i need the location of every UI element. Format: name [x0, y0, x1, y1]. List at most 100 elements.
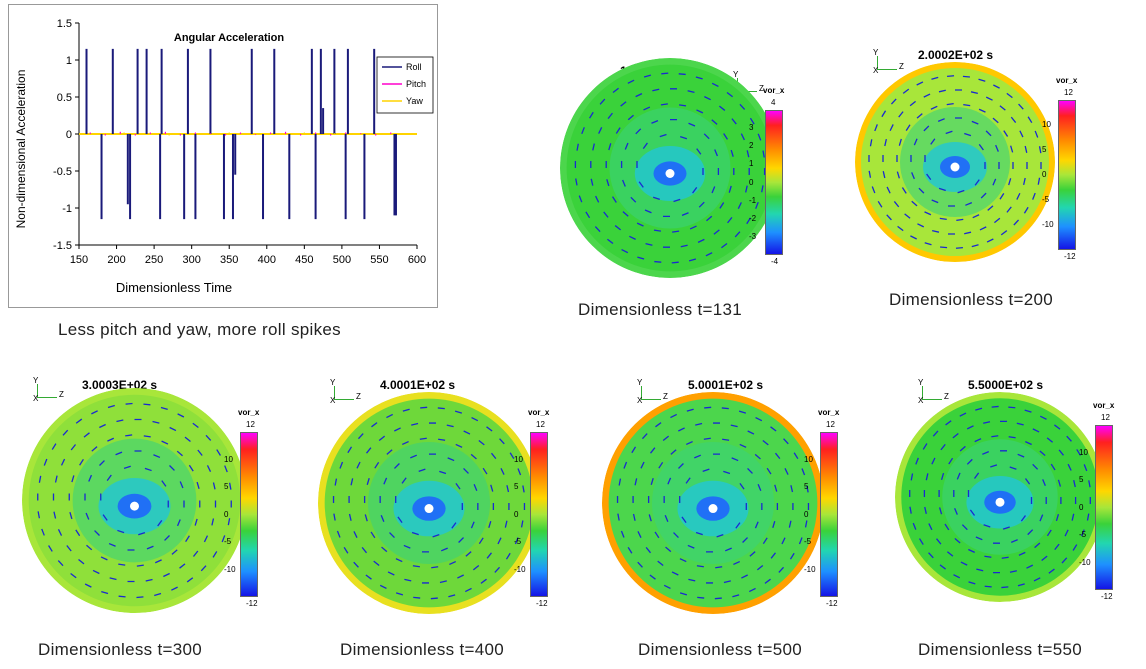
colorbar-tick-label: -10 [514, 564, 526, 574]
velocity-arrow [946, 102, 954, 106]
velocity-arrow [1019, 130, 1024, 138]
velocity-arrow [1017, 583, 1025, 587]
x-tick-label: 400 [258, 254, 276, 266]
velocity-arrow [575, 178, 578, 186]
velocity-arrow [1050, 463, 1056, 471]
velocity-arrow [176, 519, 181, 527]
velocity-arrow [589, 111, 594, 119]
velocity-arrow [482, 467, 488, 475]
velocity-arrow [200, 565, 207, 572]
velocity-arrow [940, 472, 945, 481]
colorbar [820, 432, 838, 597]
velocity-arrow [724, 547, 732, 552]
velocity-arrow [164, 535, 170, 541]
colorbar-tick-label: 12 [1101, 413, 1110, 422]
velocity-arrow [585, 211, 591, 219]
velocity-arrow [687, 90, 695, 93]
velocity-arrow [781, 537, 786, 545]
velocity-arrow [772, 520, 776, 529]
velocity-arrow [57, 560, 64, 567]
velocity-arrow [169, 465, 175, 471]
axis-y-letter: Y [33, 376, 39, 385]
y-tick-label: 1 [66, 55, 72, 67]
colorbar-tick-label: 0 [749, 177, 754, 187]
panel-caption: Dimensionless t=550 [918, 640, 1082, 659]
velocity-arrow [185, 535, 190, 543]
velocity-arrow [1088, 480, 1091, 488]
velocity-arrow [644, 209, 652, 214]
velocity-arrow [648, 514, 652, 522]
velocity-arrow [615, 127, 621, 134]
y-axis-label: Non-dimensional Acceleration [14, 70, 28, 229]
velocity-arrow [380, 514, 385, 522]
velocity-arrow [179, 481, 184, 489]
velocity-arrow [685, 440, 693, 446]
velocity-arrow [418, 468, 426, 472]
colorbar-tick-label: -12 [246, 599, 258, 608]
velocity-arrow [696, 565, 704, 568]
axis-z-letter: Z [356, 392, 361, 401]
velocity-arrow [715, 566, 723, 569]
velocity-arrow [430, 597, 438, 600]
velocity-arrow [928, 523, 933, 531]
legend-label-roll: Roll [406, 62, 422, 72]
velocity-arrow [463, 430, 471, 435]
colorbar-tick-label: 12 [246, 420, 255, 429]
velocity-arrow [455, 443, 463, 448]
velocity-arrow [1020, 515, 1027, 522]
velocity-arrow [916, 113, 923, 119]
velocity-arrow [718, 105, 726, 111]
velocity-arrow [1083, 464, 1088, 472]
velocity-arrow [979, 226, 987, 231]
chart-caption: Less pitch and yaw, more roll spikes [58, 320, 341, 339]
velocity-arrow [1024, 478, 1031, 485]
velocity-arrow [913, 138, 918, 146]
velocity-arrow [192, 422, 199, 429]
velocity-arrow [711, 82, 719, 88]
velocity-arrow [739, 103, 746, 110]
velocity-arrow [1046, 437, 1054, 443]
velocity-arrow [196, 481, 200, 490]
velocity-arrow [924, 506, 927, 514]
velocity-arrow [419, 437, 427, 440]
velocity-arrow [57, 529, 63, 536]
velocity-arrow [974, 438, 982, 443]
axis-vertical-line [641, 386, 642, 400]
velocity-arrow [1081, 529, 1085, 537]
colorbar-tick-label: 5 [1079, 475, 1084, 484]
colorbar-tick-label: -5 [1079, 530, 1087, 539]
velocity-arrow [922, 443, 928, 450]
colorbar-tick-label: -10 [1079, 557, 1091, 567]
velocity-arrow [1013, 219, 1020, 226]
colorbar-tick-label: -10 [1042, 220, 1054, 229]
velocity-arrow [662, 435, 670, 442]
velocity-arrow [457, 574, 464, 579]
velocity-arrow [901, 187, 907, 194]
velocity-arrow [931, 199, 939, 204]
velocity-arrow [607, 238, 614, 245]
velocity-arrow [991, 435, 999, 438]
velocity-arrow [877, 200, 883, 208]
velocity-arrow [897, 225, 904, 232]
velocity-arrow [697, 596, 705, 599]
velocity-arrow [975, 407, 983, 411]
velocity-arrow [1066, 435, 1072, 442]
velocity-arrow [224, 465, 228, 473]
colorbar [1058, 100, 1076, 250]
velocity-arrow [650, 477, 654, 486]
velocity-arrow [41, 528, 45, 536]
velocity-arrow [915, 457, 919, 465]
velocity-arrow [115, 451, 123, 456]
colorbar-tick-label: -12 [1064, 252, 1076, 261]
colorbar-tick-label: -1 [749, 195, 757, 205]
velocity-arrow [1010, 539, 1018, 543]
velocity-arrow [766, 467, 772, 475]
velocity-arrow [617, 513, 620, 521]
velocity-arrow [688, 578, 696, 582]
velocity-arrow [1048, 568, 1055, 574]
velocity-arrow [890, 98, 897, 105]
velocity-arrow [386, 449, 393, 455]
velocity-arrow [960, 561, 968, 566]
velocity-arrow [1054, 424, 1061, 430]
